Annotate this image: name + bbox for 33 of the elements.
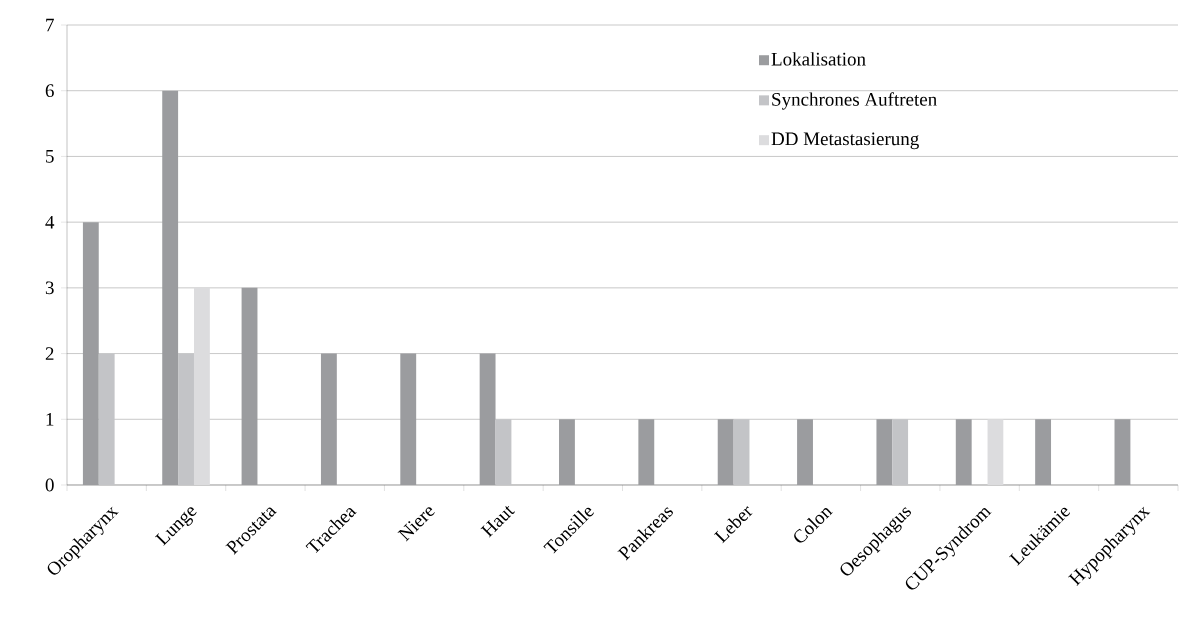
bar: [797, 419, 813, 485]
bar: [892, 419, 909, 485]
bar: [876, 419, 893, 485]
bar: [987, 419, 1004, 485]
bar: [479, 353, 496, 485]
bar: [162, 90, 179, 485]
bar: [98, 353, 115, 485]
bar: [82, 222, 99, 485]
y-tick-label: 0: [45, 478, 54, 492]
y-tick-label: 4: [45, 215, 55, 229]
bar: [955, 419, 972, 485]
legend-label: DD Metastasierung: [771, 132, 919, 150]
x-tick-label: Haut: [480, 506, 515, 538]
y-tick-label: 6: [45, 84, 54, 98]
y-tick-label: 7: [46, 18, 54, 32]
bar: [241, 287, 258, 485]
bar: [717, 419, 734, 485]
y-tick-label: 5: [46, 150, 54, 163]
bar: [193, 287, 210, 485]
legend-label: Lokalisation: [771, 52, 866, 66]
bar: [1035, 419, 1052, 485]
bar: [400, 353, 417, 485]
bar: [495, 419, 512, 485]
bar: [178, 353, 194, 485]
bar: [320, 353, 337, 485]
y-tick-label: 2: [45, 347, 54, 360]
bar: [733, 419, 750, 485]
y-tick-label: 3: [45, 281, 54, 295]
y-tick-label: 1: [46, 413, 54, 426]
bar: [1114, 419, 1131, 485]
bar: [638, 419, 655, 485]
legend-label: Synchrones Auftreten: [772, 92, 937, 110]
bar: [559, 419, 575, 485]
